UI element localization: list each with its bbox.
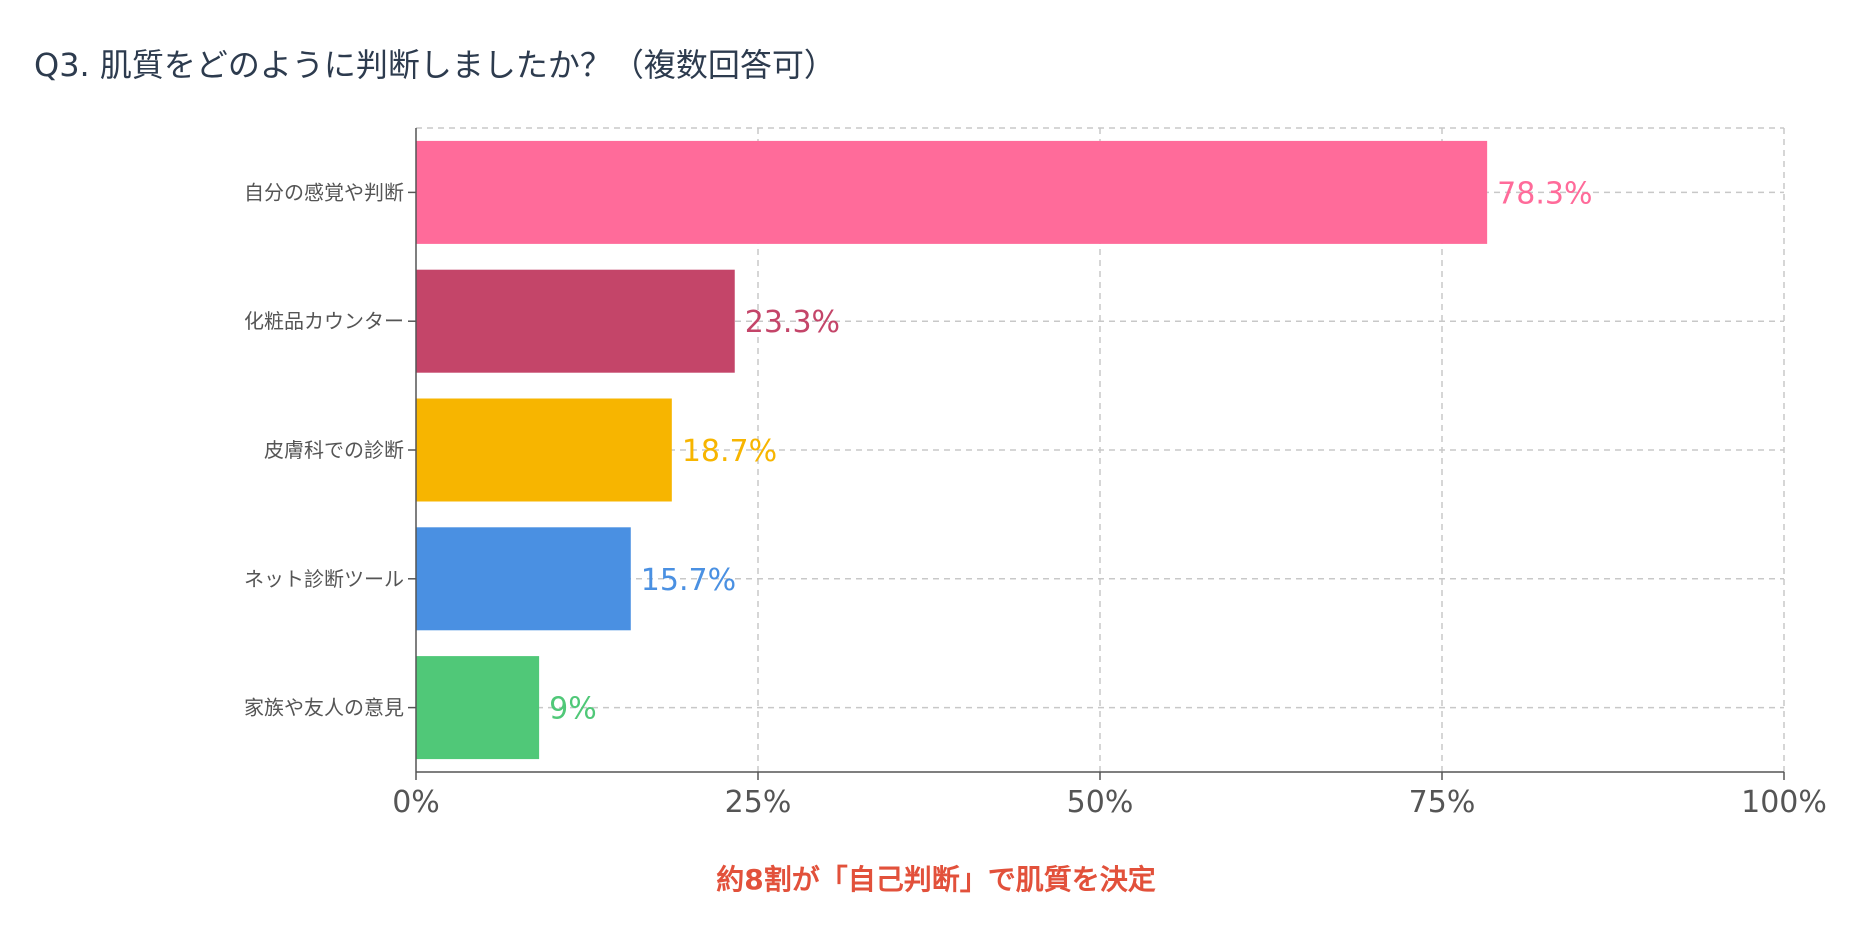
value-label: 78.3% <box>1497 176 1592 211</box>
x-tick-label: 0% <box>392 785 440 820</box>
value-label: 18.7% <box>682 434 777 469</box>
value-label: 9% <box>549 692 597 727</box>
bar <box>416 140 1488 244</box>
value-label: 23.3% <box>745 305 840 340</box>
value-label: 15.7% <box>641 563 736 598</box>
category-label: 皮膚科での診断 <box>264 438 404 462</box>
category-label: ネット診断ツール <box>244 567 404 591</box>
category-label: 自分の感覚や判断 <box>244 180 404 204</box>
bar <box>416 269 735 373</box>
chart-title: Q3. 肌質をどのように判断しましたか？（複数回答可） <box>34 46 836 84</box>
bar <box>416 398 672 502</box>
bar <box>416 527 631 631</box>
bar <box>416 656 540 760</box>
category-label: 家族や友人の意見 <box>244 696 404 720</box>
x-tick-label: 100% <box>1741 785 1827 820</box>
category-label: 化粧品カウンター <box>244 309 404 333</box>
x-tick-label: 50% <box>1067 785 1134 820</box>
x-tick-label: 75% <box>1409 785 1476 820</box>
x-tick-label: 25% <box>725 785 792 820</box>
chart-footnote: 約8割が「自己判断」で肌質を決定 <box>716 863 1156 896</box>
